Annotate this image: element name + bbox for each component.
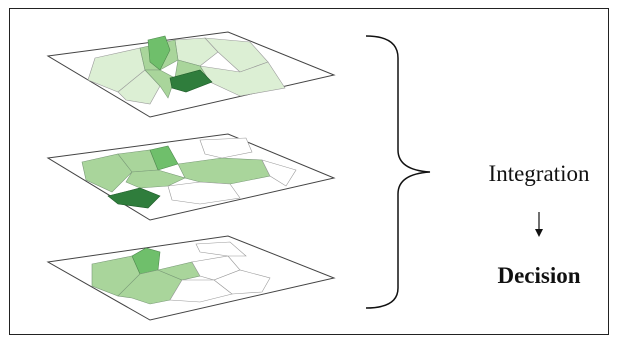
- layer-2-region-h: [261, 159, 297, 187]
- layer-2-region-d: [177, 157, 271, 185]
- layer-2-region-a: [81, 153, 133, 193]
- layer-1-region-e: [117, 69, 161, 105]
- decision-label: Decision: [497, 263, 580, 288]
- map-layer-3: [46, 235, 336, 321]
- layer-2-region-f: [199, 137, 253, 159]
- layer-2-region-dark: [107, 187, 161, 209]
- curly-brace: [365, 35, 431, 309]
- layer-3-region-h: [195, 241, 247, 257]
- map-layer-1: [46, 31, 336, 118]
- layer-1-region-dark: [169, 69, 213, 93]
- down-arrow-icon: [535, 212, 543, 237]
- layer-1-region-g: [144, 69, 176, 99]
- integration-label: Integration: [489, 161, 590, 186]
- layer-3-region-b: [131, 247, 161, 275]
- layer-1-region-i: [147, 35, 171, 71]
- layer-3-region-g: [169, 279, 233, 303]
- layer-2-region-g: [167, 181, 241, 205]
- map-layer-2: [46, 133, 336, 221]
